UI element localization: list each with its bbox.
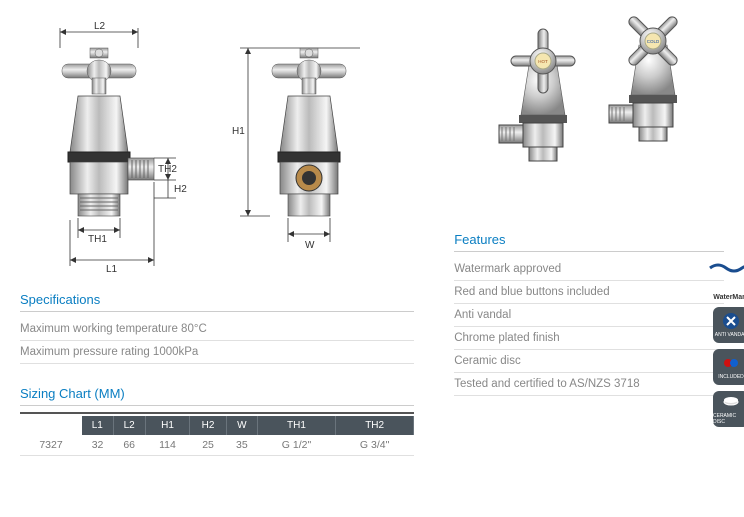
sizing-cell: 114: [145, 435, 189, 456]
spec-line: Maximum working temperature 80°C: [20, 318, 414, 341]
cold-label: COLD: [647, 39, 660, 44]
feature-item: Ceramic disc: [454, 350, 724, 373]
certification-badges: WaterMark ANTI VANDAL INCLUDED CERAMIC D…: [708, 260, 744, 427]
watermark-text: WaterMark: [713, 294, 744, 301]
sizing-header: TH2: [336, 416, 414, 435]
product-photo: HOT COLD: [454, 10, 724, 210]
sizing-header: W: [226, 416, 257, 435]
feature-item: Chrome plated finish: [454, 327, 724, 350]
feature-item: Tested and certified to AS/NZS 3718: [454, 373, 724, 396]
features-title: Features: [454, 228, 724, 252]
feature-item: Anti vandal: [454, 304, 724, 327]
feature-item: Watermark approved: [454, 258, 724, 281]
dim-th2: TH2: [158, 164, 177, 175]
badge-included: INCLUDED: [713, 349, 744, 385]
sizing-title: Sizing Chart (MM): [20, 382, 414, 406]
dim-l2: L2: [94, 21, 106, 32]
sizing-cell: 66: [113, 435, 145, 456]
dim-w: W: [305, 240, 315, 251]
dim-h2: H2: [174, 184, 187, 195]
badge-anti-vandal: ANTI VANDAL: [713, 307, 744, 343]
hot-label: HOT: [538, 59, 548, 64]
sizing-cell: 32: [82, 435, 113, 456]
badge-ceramic-disc: CERAMIC DISC: [713, 391, 744, 427]
diagram-side: L2: [20, 20, 190, 280]
dim-h1: H1: [232, 126, 245, 137]
specifications-list: Maximum working temperature 80°CMaximum …: [20, 318, 414, 364]
sizing-cell: 7327: [20, 435, 82, 456]
sizing-header: TH1: [257, 416, 335, 435]
feature-item: Red and blue buttons included: [454, 281, 724, 304]
watermark-logo: [708, 260, 744, 288]
sizing-header: L1: [82, 416, 113, 435]
features-list: Watermark approvedRed and blue buttons i…: [454, 258, 724, 396]
sizing-cell: G 3/4": [336, 435, 414, 456]
sizing-header: L2: [113, 416, 145, 435]
spec-line: Maximum pressure rating 1000kPa: [20, 341, 414, 364]
dim-th1: TH1: [88, 234, 107, 245]
sizing-table: L1L2H1H2WTH1TH2 732732661142535G 1/2"G 3…: [20, 412, 414, 456]
dim-l1: L1: [106, 264, 118, 275]
sizing-cell: 25: [190, 435, 227, 456]
technical-diagram-area: L2: [20, 10, 414, 270]
sizing-header: [20, 416, 82, 435]
diagram-front: H1 W: [230, 20, 400, 280]
specifications-title: Specifications: [20, 288, 414, 312]
sizing-cell: G 1/2": [257, 435, 335, 456]
sizing-header: H1: [145, 416, 189, 435]
sizing-cell: 35: [226, 435, 257, 456]
sizing-header: H2: [190, 416, 227, 435]
